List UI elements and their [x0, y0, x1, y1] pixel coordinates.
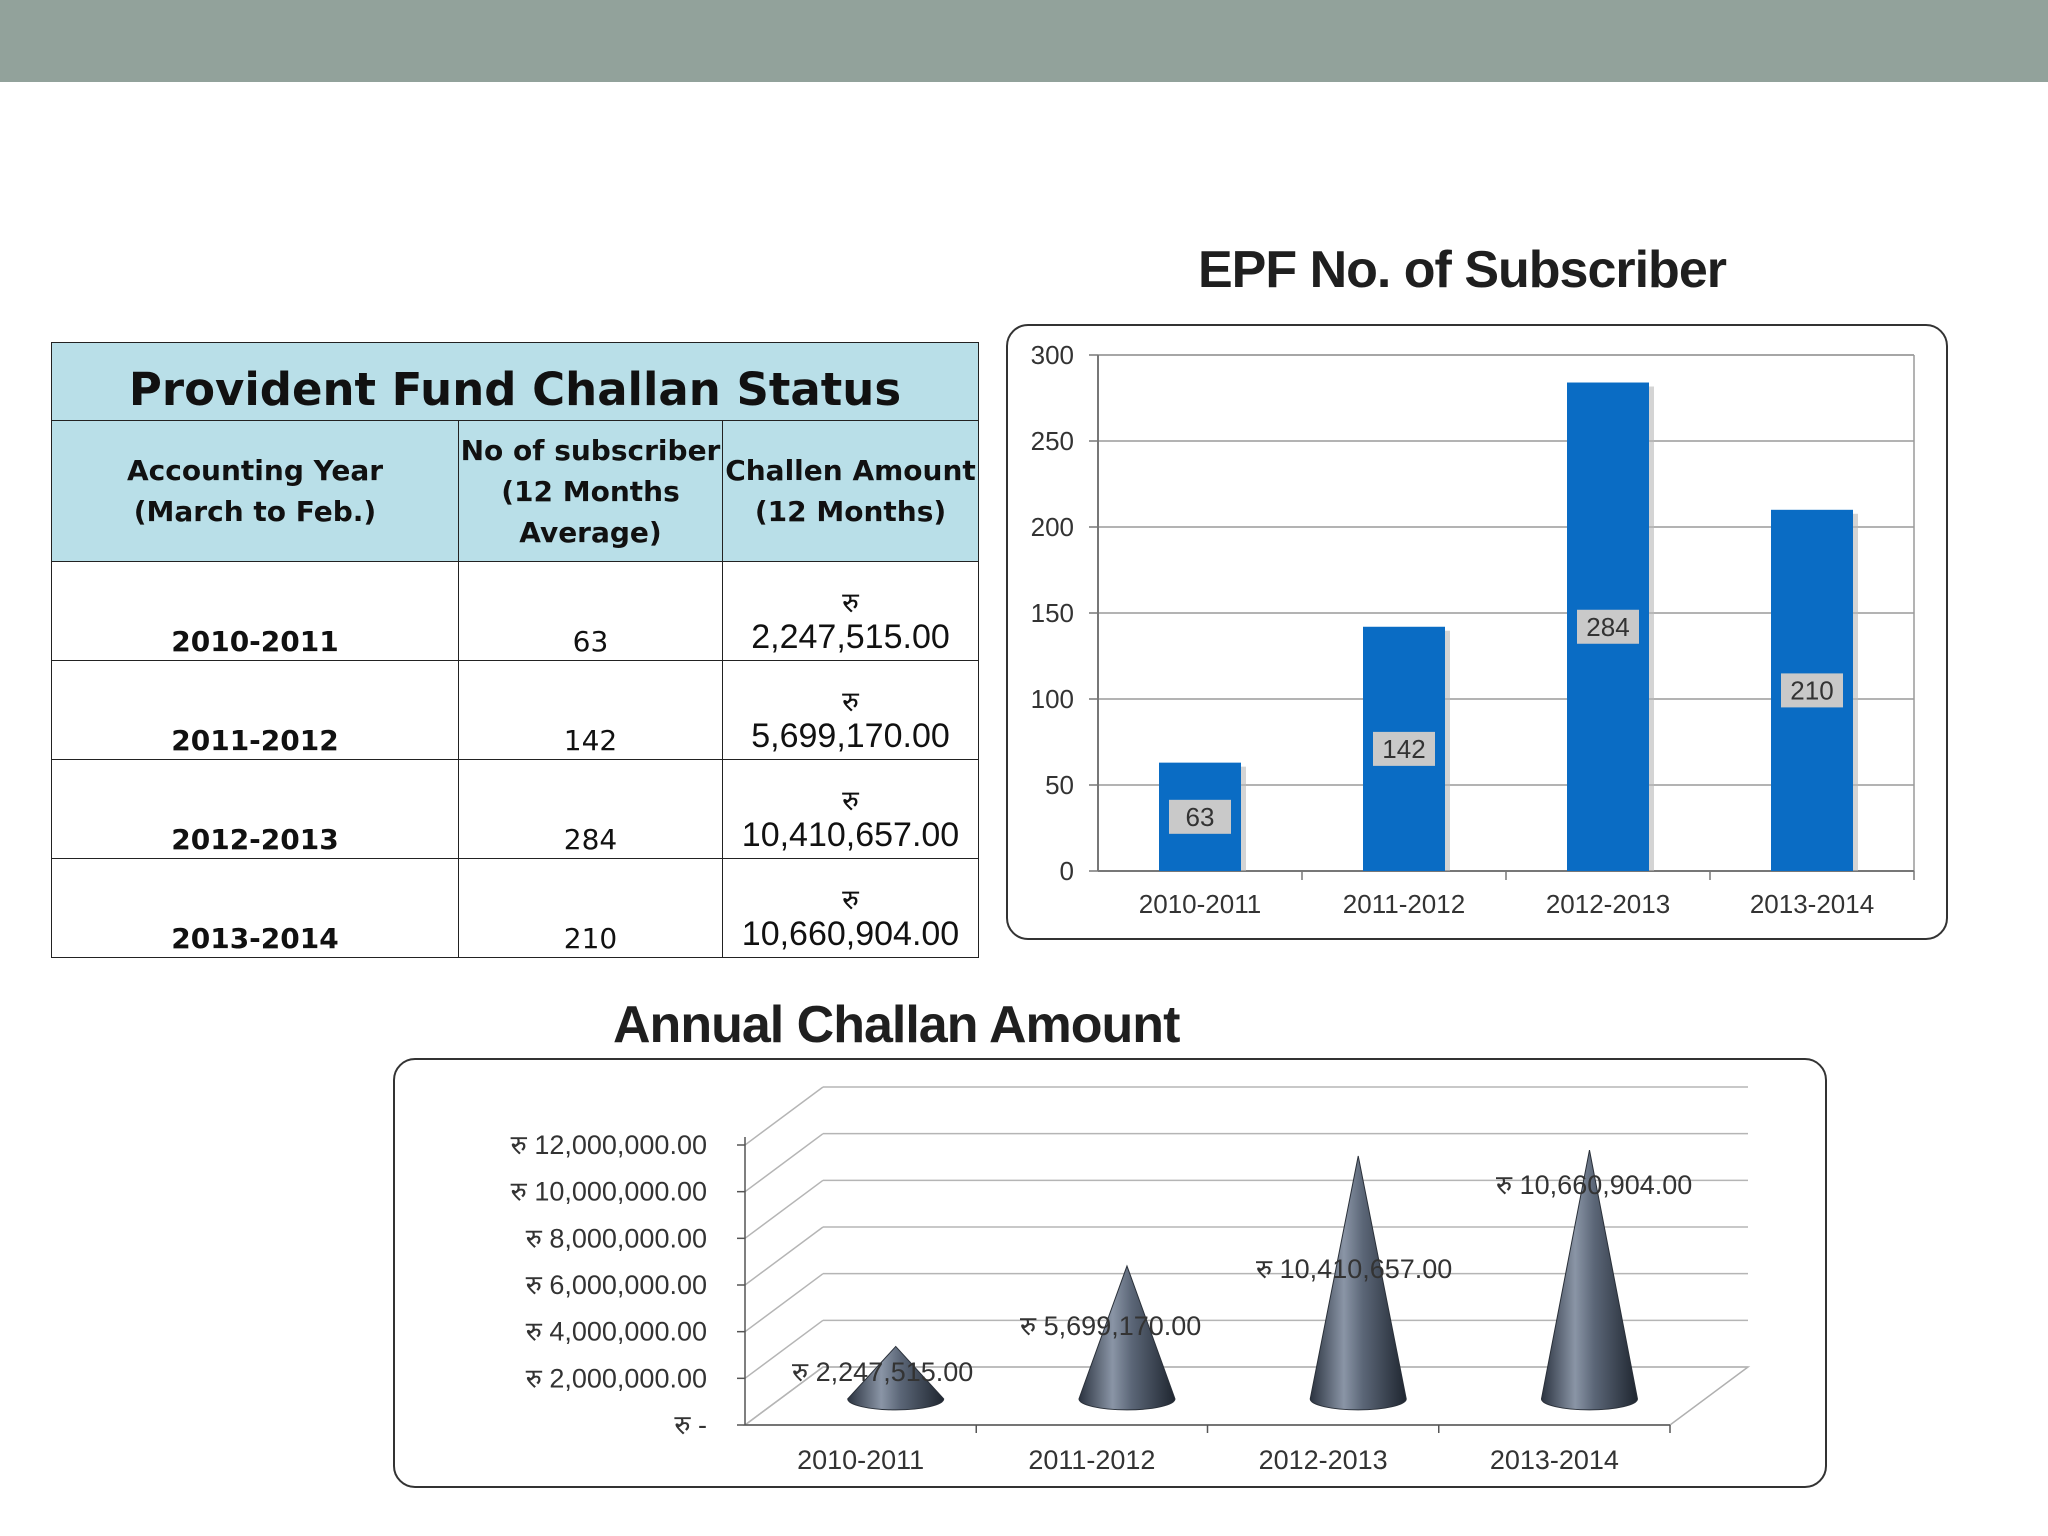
amount-value: 2,247,515.00	[751, 618, 950, 656]
cone	[1078, 1264, 1176, 1411]
y-tick-label: रु -	[674, 1410, 707, 1440]
challan-status-table: Provident Fund Challan Status Accounting…	[51, 342, 979, 958]
data-label: रु 10,660,904.00	[1496, 1170, 1692, 1200]
slide-top-bar	[0, 0, 2048, 82]
data-label: 63	[1186, 802, 1215, 832]
x-tick-label: 2010-2011	[797, 1445, 924, 1475]
header-amount-line-2: (12 Months)	[754, 495, 947, 528]
y-tick-label: रु 4,000,000.00	[526, 1317, 707, 1347]
x-tick-label: 2013-2014	[1490, 1445, 1619, 1475]
side-gridline	[744, 1273, 824, 1333]
header-subscribers: No of subscriber (12 Months Average)	[458, 420, 723, 562]
y-tick-label: 0	[1060, 856, 1074, 886]
x-tick-label: 2011-2012	[1028, 1445, 1155, 1475]
header-subs-line-1: No of subscriber	[460, 433, 721, 467]
currency-symbol: रु	[842, 587, 859, 618]
currency-symbol: रु	[842, 686, 859, 717]
table-row: 2013-2014 210 रु 10,660,904.00	[51, 858, 979, 958]
data-label-box	[1169, 799, 1231, 834]
data-label: रु 10,410,657.00	[1256, 1254, 1452, 1284]
data-label-box	[1373, 731, 1435, 766]
amount-cell: रु 10,660,904.00	[722, 858, 979, 958]
cone	[847, 1345, 945, 1411]
y-tick-label: 300	[1031, 340, 1074, 370]
data-label: रु 5,699,170.00	[1020, 1311, 1201, 1341]
y-tick-label: 200	[1031, 512, 1074, 542]
y-tick-label: रु 2,000,000.00	[526, 1363, 707, 1393]
amount-cell: रु 5,699,170.00	[722, 660, 979, 760]
y-tick-label: रु 6,000,000.00	[526, 1270, 707, 1300]
year-cell: 2013-2014	[51, 858, 459, 958]
header-amount-line-1: Challen Amount	[725, 454, 976, 487]
header-subs-line-2: (12 Months	[501, 474, 680, 508]
header-year-line-1: Accounting Year	[126, 454, 384, 487]
amount-value: 10,410,657.00	[741, 816, 960, 854]
side-gridline	[744, 1319, 824, 1379]
side-gridline	[744, 1366, 824, 1426]
year-cell: 2011-2012	[51, 660, 459, 760]
data-label-box	[1577, 609, 1639, 644]
data-label: 142	[1382, 734, 1425, 764]
cone	[1309, 1155, 1407, 1411]
y-tick-label: रु 8,000,000.00	[526, 1223, 707, 1253]
header-subs-line-3: Average)	[519, 515, 662, 549]
x-tick-label: 2010-2011	[1139, 889, 1261, 919]
x-tick-label: 2011-2012	[1343, 889, 1465, 919]
y-tick-label: 250	[1031, 426, 1074, 456]
side-gridline	[744, 1133, 824, 1193]
y-tick-label: रु 12,000,000.00	[511, 1130, 707, 1160]
subscribers-cell: 284	[458, 759, 723, 859]
subscribers-cell: 210	[458, 858, 723, 958]
x-tick-label: 2012-2013	[1546, 889, 1670, 919]
currency-symbol: रु	[842, 884, 859, 915]
side-gridline	[744, 1226, 824, 1286]
y-tick-label: 150	[1031, 598, 1074, 628]
header-year-line-2: (March to Feb.)	[133, 495, 377, 528]
x-tick-label: 2013-2014	[1750, 889, 1874, 919]
amount-value: 5,699,170.00	[751, 717, 950, 755]
data-label: रु 2,247,515.00	[792, 1357, 973, 1387]
year-cell: 2010-2011	[51, 561, 459, 661]
y-tick-label: 100	[1031, 684, 1074, 714]
table-row: 2010-2011 63 रु 2,247,515.00	[51, 561, 979, 661]
data-label: 210	[1790, 675, 1833, 705]
subscribers-cell: 142	[458, 660, 723, 760]
table-header-row: Accounting Year (March to Feb.) No of su…	[51, 420, 979, 562]
data-label-box	[1781, 673, 1843, 708]
header-accounting-year: Accounting Year (March to Feb.)	[51, 420, 459, 562]
cone-chart-title: Annual Challan Amount	[613, 996, 1180, 1054]
amount-cell: रु 2,247,515.00	[722, 561, 979, 661]
table-title: Provident Fund Challan Status	[51, 342, 979, 421]
table-row: 2011-2012 142 रु 5,699,170.00	[51, 660, 979, 760]
y-tick-label: रु 10,000,000.00	[511, 1177, 707, 1207]
cone	[1540, 1150, 1638, 1411]
currency-symbol: रु	[842, 785, 859, 816]
y-tick-label: 50	[1045, 770, 1074, 800]
data-label: 284	[1586, 612, 1629, 642]
subscribers-cell: 63	[458, 561, 723, 661]
side-gridline	[744, 1179, 824, 1239]
x-tick-label: 2012-2013	[1259, 1445, 1388, 1475]
bar-chart-title: EPF No. of Subscriber	[1198, 241, 1727, 299]
side-gridline	[744, 1086, 824, 1146]
amount-value: 10,660,904.00	[741, 915, 960, 953]
